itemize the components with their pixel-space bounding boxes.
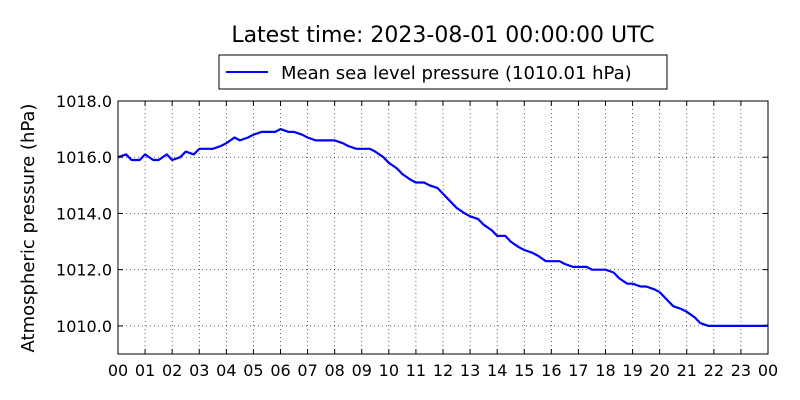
y-tick-label: 1014.0 — [56, 204, 112, 223]
x-tick-label: 23 — [731, 361, 751, 380]
x-tick-label: 10 — [379, 361, 399, 380]
y-tick-label: 1012.0 — [56, 261, 112, 280]
x-tick-label: 20 — [649, 361, 669, 380]
y-axis-label: Atmospheric pressure (hPa) — [18, 104, 39, 353]
x-tick-label: 02 — [162, 361, 182, 380]
y-tick-label: 1016.0 — [56, 148, 112, 167]
x-tick-label: 15 — [514, 361, 534, 380]
x-tick-label: 14 — [487, 361, 507, 380]
plot-frame — [117, 100, 769, 355]
x-ticks: 00 01 02 03 04 05 06 07 08 09 10 11 12 13 14 15 16 17 18 19… — [108, 101, 778, 380]
x-tick-label: 08 — [324, 361, 344, 380]
x-tick-label: 18 — [595, 361, 615, 380]
x-tick-label: 03 — [189, 361, 209, 380]
chart-title: Latest time: 2023-08-01 00:00:00 UTC — [231, 23, 654, 48]
x-tick-label: 06 — [270, 361, 290, 380]
x-tick-label: 01 — [135, 361, 155, 380]
x-tick-label: 00 — [108, 361, 128, 380]
legend-box — [218, 54, 668, 90]
series-line-0 — [117, 128, 769, 327]
grid-lines — [118, 101, 768, 354]
x-tick-label: 22 — [704, 361, 724, 380]
y-tick-label: 1018.0 — [56, 92, 112, 111]
x-tick-label: 21 — [677, 361, 697, 380]
legend: Mean sea level pressure (1010.01 hPa) — [218, 54, 668, 90]
x-tick-label: 05 — [243, 361, 263, 380]
x-tick-label: 17 — [568, 361, 588, 380]
axes — [117, 100, 769, 355]
x-tick-label: 19 — [622, 361, 642, 380]
x-tick-label: 13 — [460, 361, 480, 380]
plot-series — [117, 128, 769, 327]
x-tick-label: 11 — [406, 361, 426, 380]
y-ticks: 1010.0 1012.0 1014.0 1016.0 1018.0 — [56, 92, 768, 336]
x-tick-label: 09 — [352, 361, 372, 380]
x-tick-label: 16 — [541, 361, 561, 380]
x-tick-label: 07 — [297, 361, 317, 380]
x-tick-label: 00 — [758, 361, 778, 380]
legend-label: Mean sea level pressure (1010.01 hPa) — [281, 63, 632, 84]
y-tick-label: 1010.0 — [56, 317, 112, 336]
x-tick-label: 12 — [433, 361, 453, 380]
x-tick-label: 04 — [216, 361, 236, 380]
